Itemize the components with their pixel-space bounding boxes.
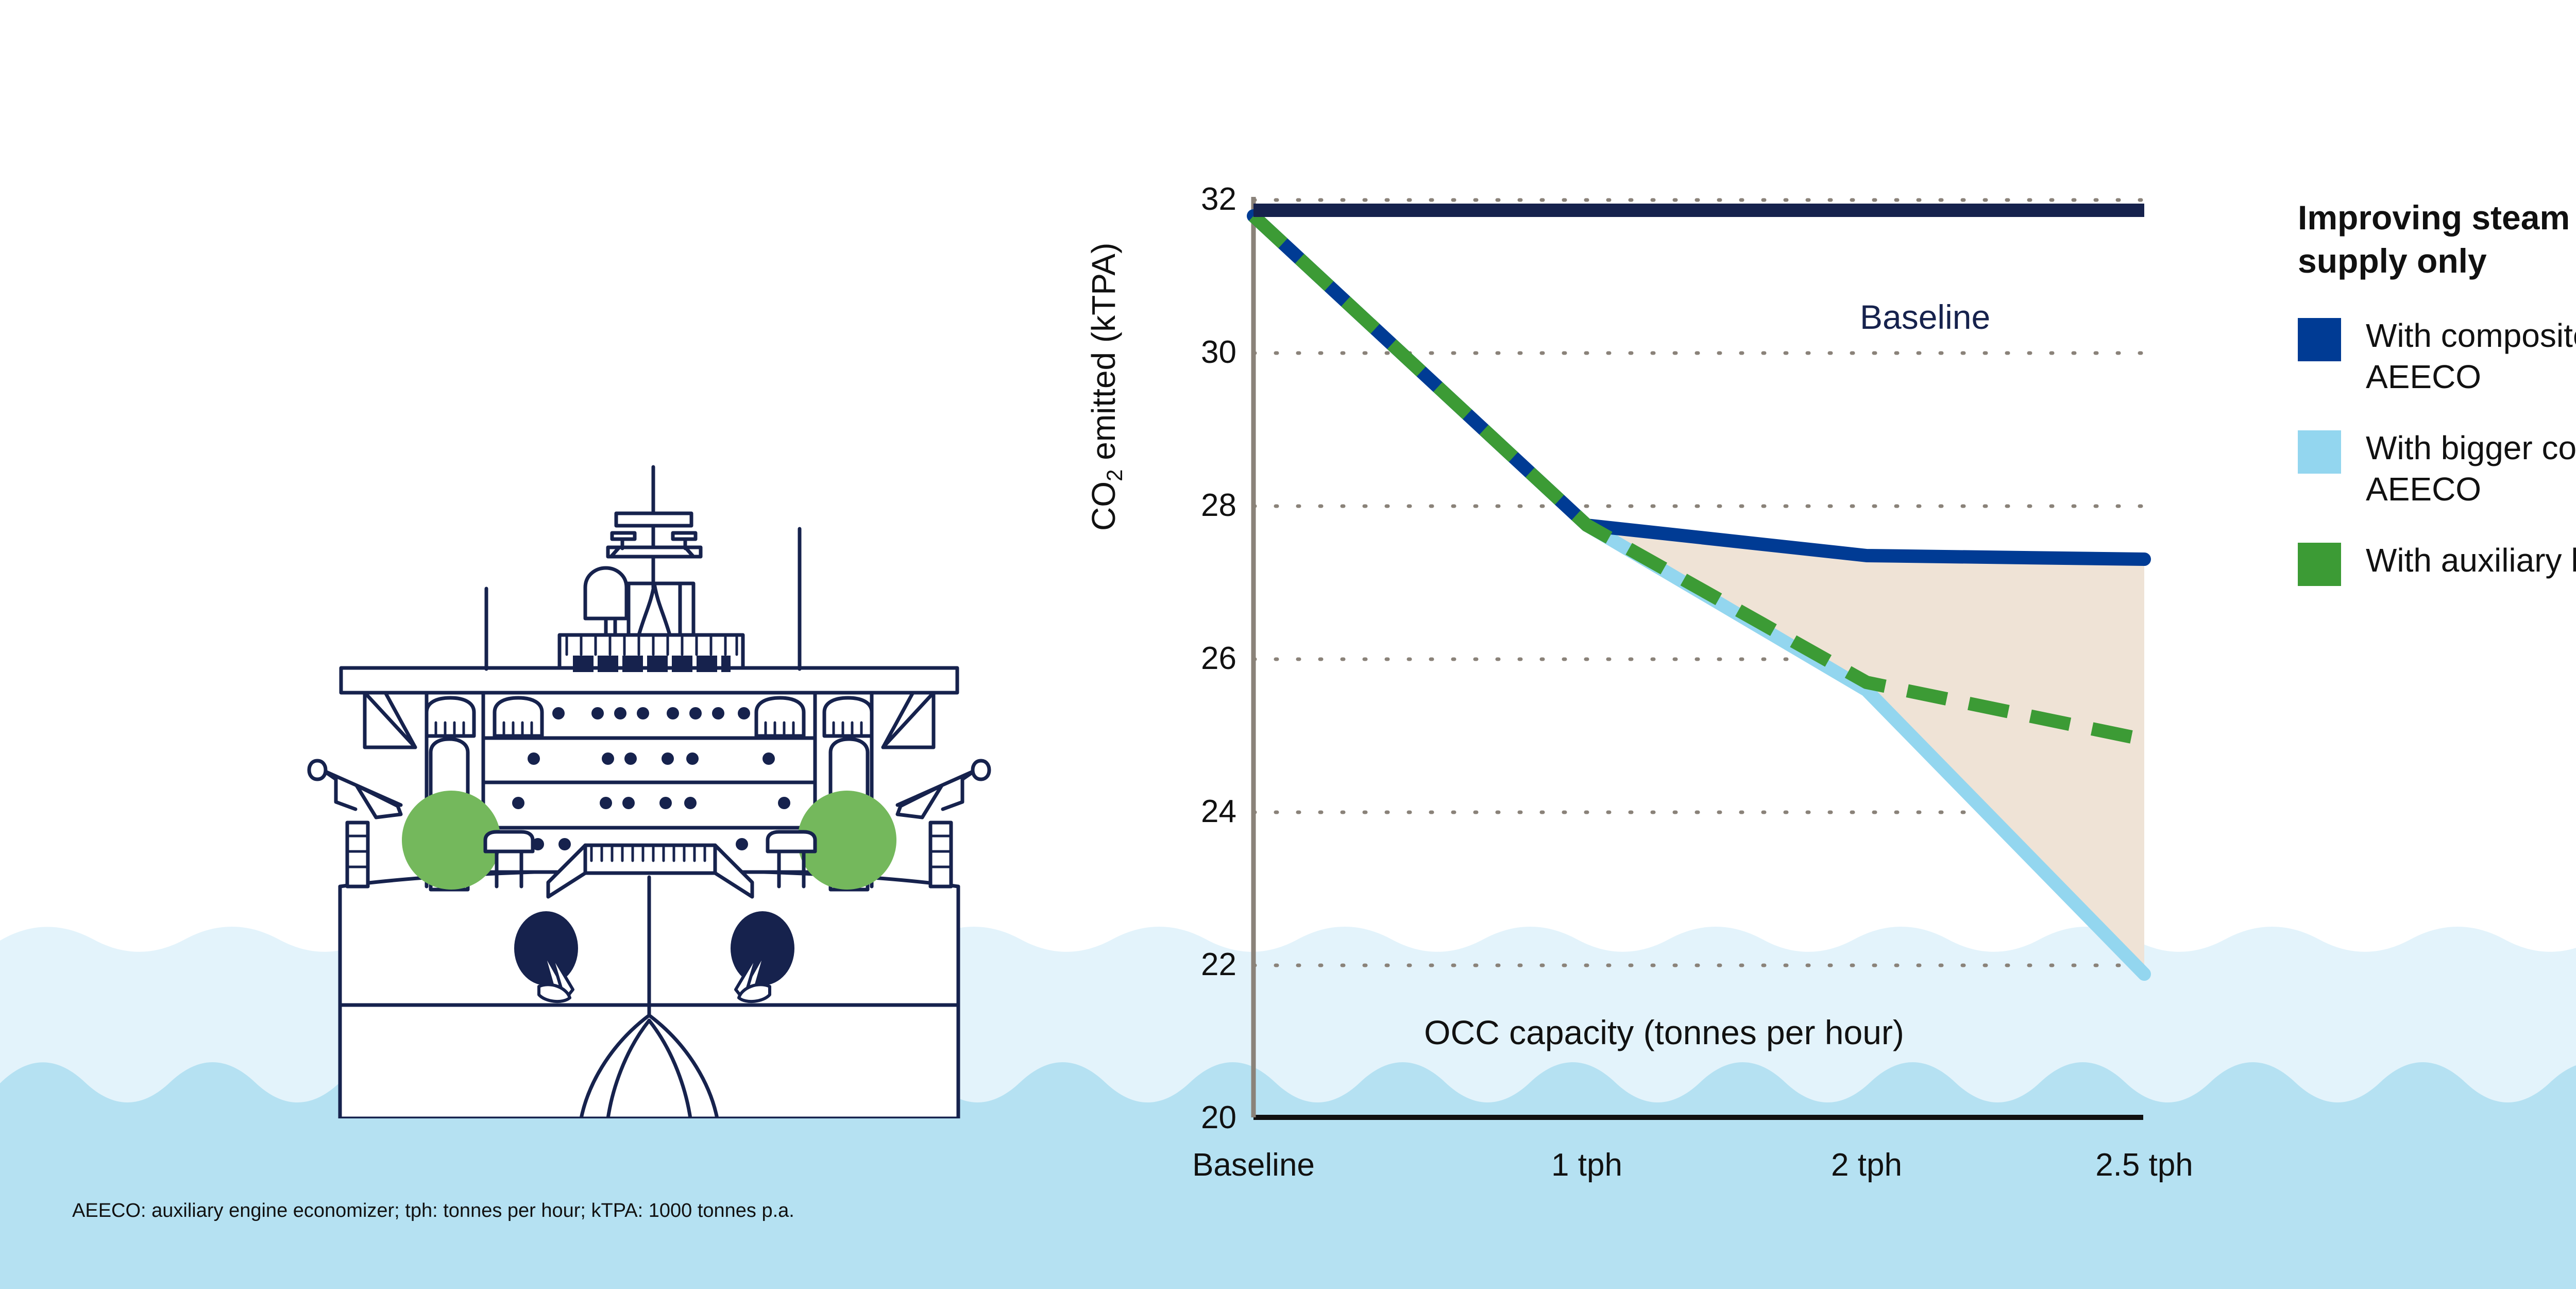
y-tick-26: 26 — [1201, 641, 1236, 676]
legend-label-auxiliary-boiler: With auxiliary boiler and AEECO — [2366, 541, 2576, 579]
legend-item-auxiliary-boiler[interactable]: With auxiliary boiler and AEECO — [2298, 540, 2576, 586]
y-tick-32: 32 — [1201, 181, 1236, 217]
y-tick-28: 28 — [1201, 488, 1236, 523]
legend-item-bigger-composite-boiler[interactable]: With bigger composite boiler and AEECO — [2298, 427, 2576, 510]
legend-item-composite-boiler[interactable]: With composite boiler and AEECO — [2298, 315, 2576, 397]
legend-swatch-auxiliary-boiler — [2298, 542, 2341, 586]
grid-lines — [1251, 198, 2145, 967]
x-tick-2tph: 2 tph — [1831, 1147, 1902, 1183]
chart-plot — [1247, 197, 2151, 1120]
chart-legend: Improving steam supply only With composi… — [2298, 196, 2576, 616]
y-tick-30: 30 — [1201, 334, 1236, 370]
y-tick-24: 24 — [1201, 794, 1236, 829]
x-tick-25tph: 2.5 tph — [2095, 1147, 2193, 1183]
x-axis-title: OCC capacity (tonnes per hour) — [1424, 1013, 1904, 1051]
y-tick-22: 22 — [1201, 947, 1236, 982]
baseline-annotation: Baseline — [1860, 298, 1991, 336]
shaded-band — [1253, 216, 2144, 974]
legend-label-bigger-composite-boiler: With bigger composite boiler and AEECO — [2366, 429, 2576, 508]
ship-illustration — [307, 465, 991, 1118]
legend-swatch-composite-boiler — [2298, 317, 2341, 361]
series-line-auxiliary — [1249, 211, 2146, 746]
chart-container: 32 30 28 26 24 22 20 Baseline 1 tph 2 tp… — [1085, 170, 2205, 1181]
legend-swatch-bigger-composite-boiler — [2298, 430, 2341, 474]
x-tick-1tph: 1 tph — [1551, 1147, 1622, 1183]
x-tick-baseline: Baseline — [1192, 1147, 1315, 1183]
y-axis-title: CO2 emitted (kTPA) — [1085, 242, 1127, 531]
legend-label-composite-boiler: With composite boiler and AEECO — [2366, 316, 2576, 395]
legend-title: Improving steam supply only — [2298, 198, 2570, 280]
y-tick-20: 20 — [1201, 1100, 1236, 1135]
footnote-text: AEECO: auxiliary engine economizer; tph:… — [72, 1200, 794, 1221]
